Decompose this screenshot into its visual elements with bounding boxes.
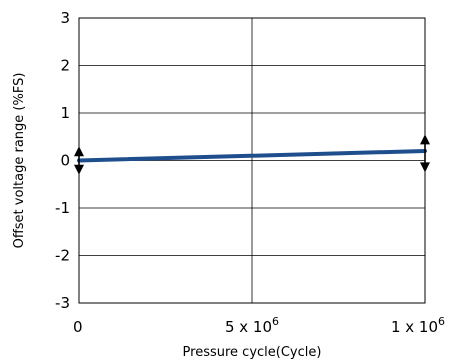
error-bar-arrow-down <box>74 164 84 175</box>
y-tick-label: 3 <box>60 9 70 27</box>
x-tick-label: 1 x 106 <box>391 315 445 336</box>
y-tick-label: -3 <box>55 294 70 312</box>
x-tick-label: 5 x 106 <box>225 315 279 336</box>
error-bar-arrow-up <box>74 146 84 157</box>
x-tick-labels: 0 5 x 106 1 x 106 <box>73 315 445 336</box>
y-tick-label: 1 <box>60 104 70 122</box>
series-layer <box>77 149 427 163</box>
y-tick-label: -2 <box>55 247 70 265</box>
y-tick-labels: 3 2 1 0 -1 -2 -3 <box>55 9 70 312</box>
y-axis-title: Offset voltage range (%FS) <box>12 73 27 249</box>
y-tick-label: 0 <box>60 152 70 170</box>
y-tick-label: 2 <box>60 57 70 75</box>
error-bar-arrow-up <box>420 134 430 145</box>
error-bar-layer <box>74 134 430 175</box>
series-line <box>77 149 427 163</box>
y-tick-label: -1 <box>55 199 70 217</box>
x-axis-title: Pressure cycle(Cycle) <box>183 345 322 360</box>
x-tick-label: 0 <box>73 318 83 336</box>
error-bar-arrow-down <box>420 162 430 173</box>
